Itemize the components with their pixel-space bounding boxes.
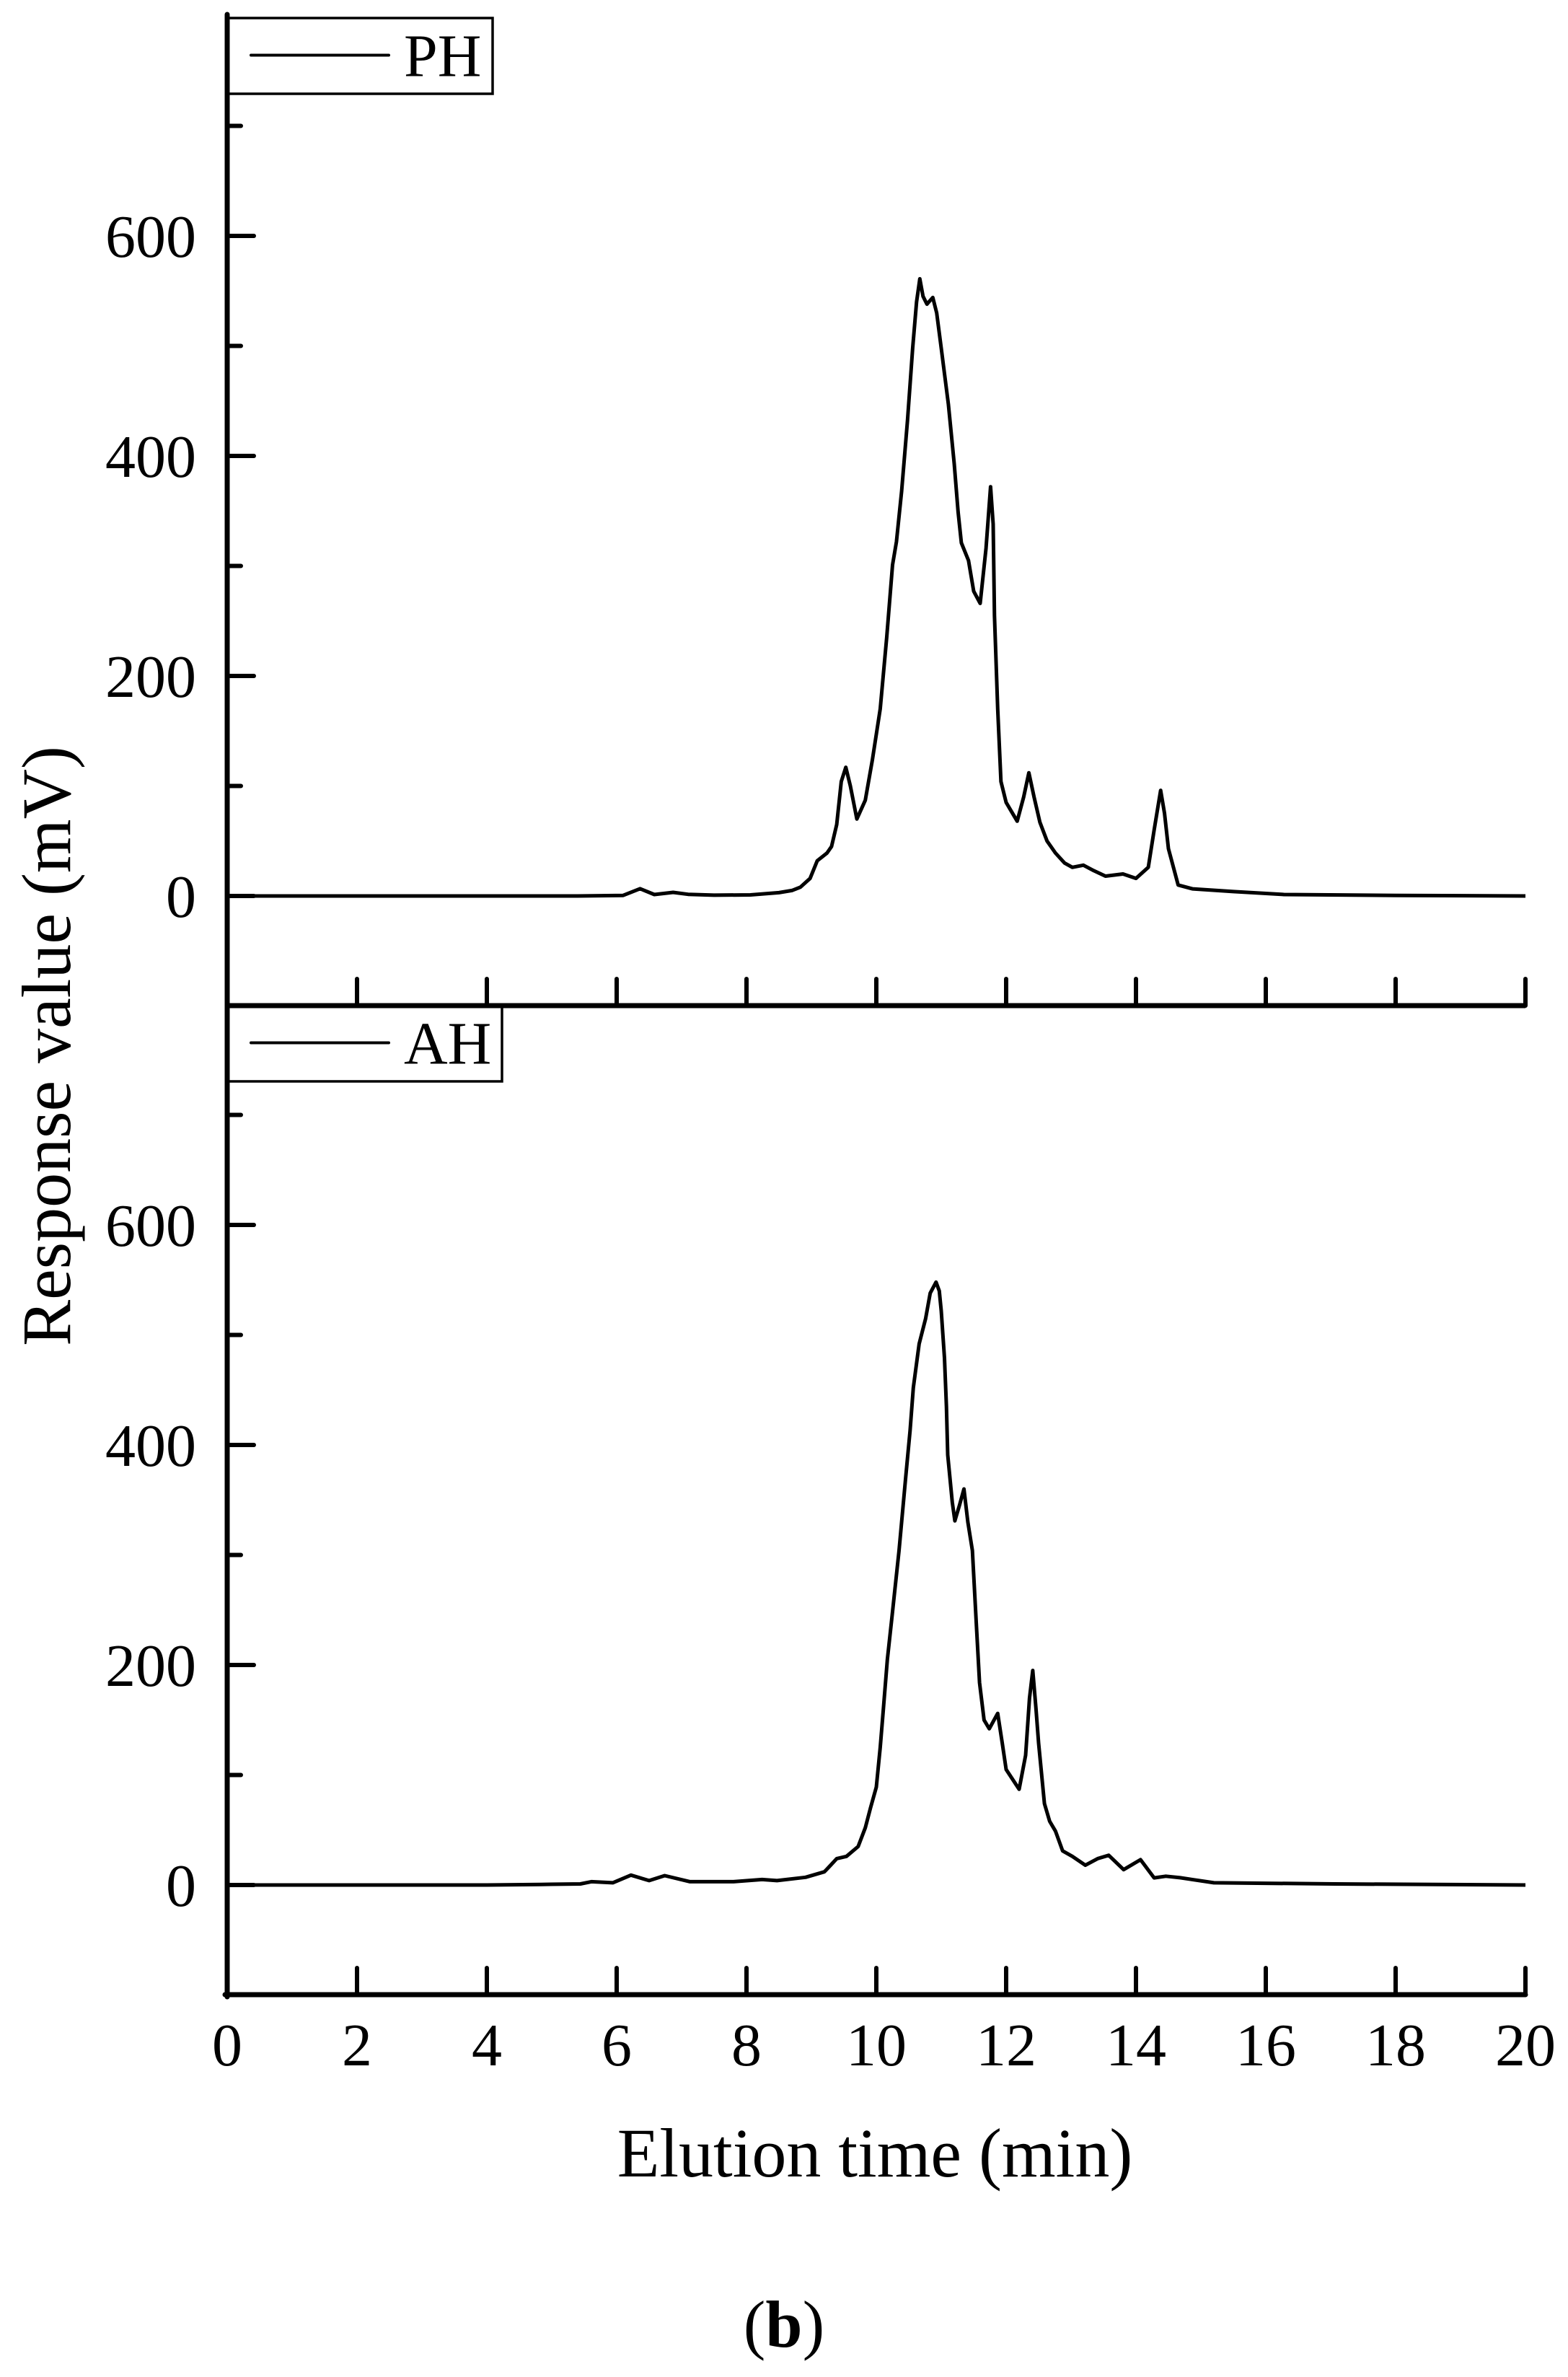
x-tick-label: 10	[846, 2012, 907, 2079]
ph-y-tick-labels: 0 200 400 600	[105, 203, 196, 931]
x-tick-label: 12	[976, 2012, 1036, 2079]
y-tick-label: 0	[166, 1853, 196, 1920]
x-axis-ticks	[355, 977, 1528, 1997]
y-tick-label: 200	[105, 1633, 196, 1700]
figure-caption: (b)	[744, 2288, 824, 2361]
ah-legend: AH	[226, 1004, 503, 1083]
x-tick-label: 20	[1495, 2012, 1556, 2079]
y-tick-label: 200	[105, 643, 196, 711]
y-tick-label: 400	[105, 1412, 196, 1480]
x-tick-label: 6	[602, 2012, 632, 2079]
ph-trace-line	[227, 277, 1526, 898]
x-tick-label: 2	[342, 2012, 372, 2079]
y-tick-label: 0	[166, 864, 196, 931]
caption-letter: b	[765, 2288, 802, 2361]
x-tick-label: 0	[212, 2012, 242, 2079]
x-tick-label: 18	[1365, 2012, 1426, 2079]
ah-legend-label: AH	[404, 1011, 491, 1078]
y-tick-label: 600	[105, 203, 196, 271]
panel-ph: 0 200 400 600 PH	[105, 17, 1526, 1009]
x-tick-label: 16	[1236, 2012, 1296, 2079]
ph-legend-label: PH	[404, 23, 481, 90]
x-tick-label: 4	[472, 2012, 502, 2079]
caption-close-paren: )	[803, 2288, 825, 2361]
x-axis-tick-labels: 0 2 4 6 8 10 12 14 16 18 20	[212, 2012, 1556, 2079]
x-tick-label: 14	[1106, 2012, 1166, 2079]
panel-ah: 0 200 400 600 AH	[105, 1004, 1526, 1998]
ah-y-tick-labels: 0 200 400 600	[105, 1192, 196, 1920]
ph-legend: PH	[226, 17, 494, 95]
x-axis-title: Elution time (min)	[617, 2114, 1133, 2192]
y-tick-label: 600	[105, 1192, 196, 1260]
x-tick-label: 8	[731, 2012, 762, 2079]
ah-trace-line	[227, 1280, 1526, 1887]
y-axis-title: Response value (mV)	[8, 746, 85, 1346]
caption-open-paren: (	[744, 2288, 766, 2361]
y-tick-label: 400	[105, 423, 196, 491]
